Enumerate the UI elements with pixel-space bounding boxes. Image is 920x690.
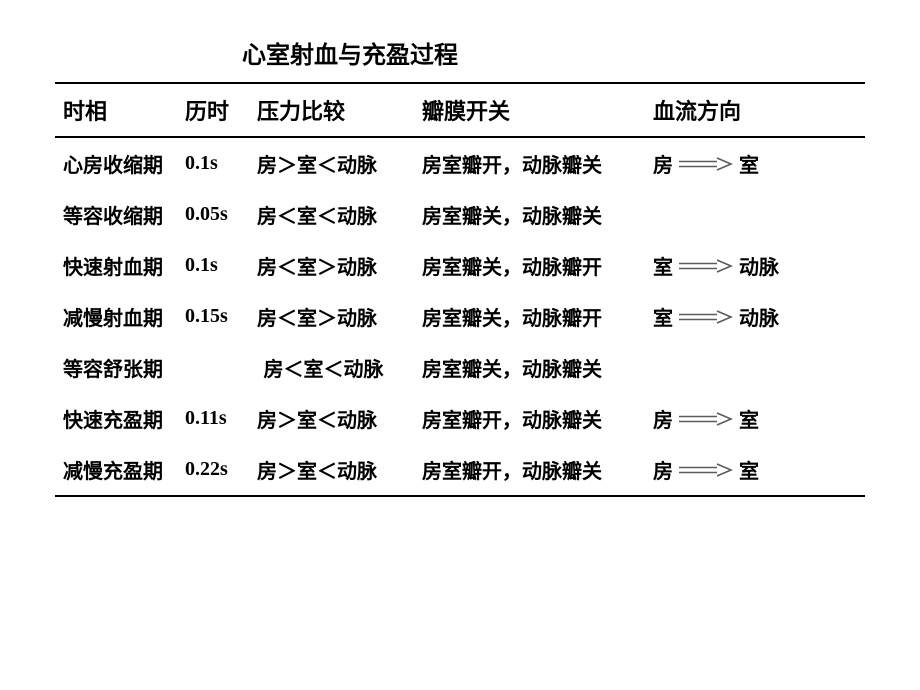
table-row: 减慢射血期0.15s房＜室＞动脉房室瓣关，动脉瓣开室 动脉 (55, 291, 865, 342)
col-header-duration: 历时 (185, 94, 257, 126)
cell-duration: 0.22s (185, 458, 257, 481)
page-title: 心室射血与充盈过程 (55, 35, 865, 70)
arrow-icon (679, 157, 733, 171)
col-header-valve: 瓣膜开关 (422, 94, 647, 126)
col-header-phase: 时相 (55, 94, 185, 126)
cell-valve: 房室瓣关，动脉瓣开 (422, 302, 647, 331)
cell-pressure: 房＜室＜动脉 (185, 353, 422, 382)
cell-phase: 等容收缩期 (55, 200, 185, 229)
flow-from: 房 (653, 404, 673, 433)
cell-valve: 房室瓣关，动脉瓣关 (422, 353, 647, 382)
cell-phase: 心房收缩期 (55, 149, 185, 178)
flow-from: 室 (653, 251, 673, 280)
table-row: 快速充盈期0.11s房＞室＜动脉房室瓣开，动脉瓣关房 室 (55, 393, 865, 444)
cell-flow: 房 室 (647, 149, 865, 178)
cell-phase: 快速射血期 (55, 251, 185, 280)
cell-duration: 0.15s (185, 305, 257, 328)
cell-pressure: 房＞室＜动脉 (257, 149, 422, 178)
cell-valve: 房室瓣开，动脉瓣关 (422, 149, 647, 178)
table-row: 心房收缩期0.1s房＞室＜动脉房室瓣开，动脉瓣关房 室 (55, 138, 865, 189)
cell-phase: 减慢充盈期 (55, 455, 185, 484)
table-row: 等容舒张期房＜室＜动脉房室瓣关，动脉瓣关 (55, 342, 865, 393)
arrow-icon (679, 310, 733, 324)
table-header-row: 时相 历时 压力比较 瓣膜开关 血流方向 (55, 84, 865, 138)
arrow-icon (679, 463, 733, 477)
cell-valve: 房室瓣开，动脉瓣关 (422, 404, 647, 433)
cell-flow: 房 室 (647, 404, 865, 433)
cell-phase: 等容舒张期 (55, 353, 185, 382)
arrow-icon (679, 259, 733, 273)
cell-pressure: 房＜室＞动脉 (257, 302, 422, 331)
table-row: 减慢充盈期0.22s房＞室＜动脉房室瓣开，动脉瓣关房 室 (55, 444, 865, 495)
flow-from: 室 (653, 302, 673, 331)
cell-pressure: 房＞室＜动脉 (257, 404, 422, 433)
flow-from: 房 (653, 455, 673, 484)
cardiac-cycle-table: 时相 历时 压力比较 瓣膜开关 血流方向 心房收缩期0.1s房＞室＜动脉房室瓣开… (55, 82, 865, 497)
cell-pressure: 房＜室＞动脉 (257, 251, 422, 280)
cell-valve: 房室瓣开，动脉瓣关 (422, 455, 647, 484)
cell-phase: 减慢射血期 (55, 302, 185, 331)
flow-to: 动脉 (739, 251, 779, 280)
arrow-icon (679, 412, 733, 426)
flow-to: 室 (739, 455, 759, 484)
col-header-flow: 血流方向 (647, 94, 865, 126)
table-row: 等容收缩期0.05s房＜室＜动脉房室瓣关，动脉瓣关 (55, 189, 865, 240)
table-row: 快速射血期0.1s房＜室＞动脉房室瓣关，动脉瓣开室 动脉 (55, 240, 865, 291)
cell-valve: 房室瓣关，动脉瓣开 (422, 251, 647, 280)
col-header-pressure: 压力比较 (257, 94, 422, 126)
cell-duration: 0.1s (185, 152, 257, 175)
cell-duration: 0.11s (185, 407, 257, 430)
flow-to: 室 (739, 149, 759, 178)
flow-to: 动脉 (739, 302, 779, 331)
flow-from: 房 (653, 149, 673, 178)
cell-flow: 室 动脉 (647, 251, 865, 280)
cell-pressure: 房＜室＜动脉 (257, 200, 422, 229)
cell-pressure: 房＞室＜动脉 (257, 455, 422, 484)
cell-valve: 房室瓣关，动脉瓣关 (422, 200, 647, 229)
cell-duration: 0.1s (185, 254, 257, 277)
cell-phase: 快速充盈期 (55, 404, 185, 433)
flow-to: 室 (739, 404, 759, 433)
cell-flow: 室 动脉 (647, 302, 865, 331)
cell-flow: 房 室 (647, 455, 865, 484)
cell-duration: 0.05s (185, 203, 257, 226)
